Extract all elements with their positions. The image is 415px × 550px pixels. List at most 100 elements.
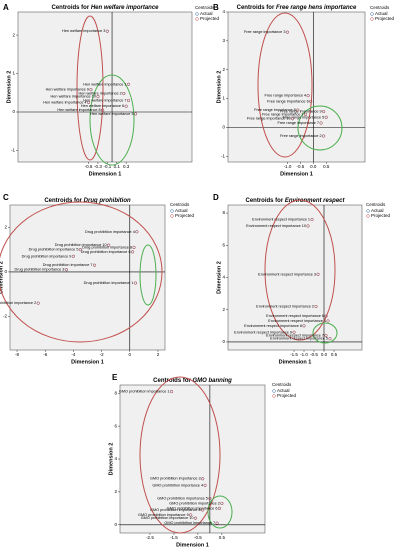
x-tick-label: -0.3 [94,164,102,169]
y-axis-title: Dimension 2 [216,261,222,294]
y-tick-label: 6 [222,242,225,247]
group-ellipse [89,74,135,166]
y-axis-title: Dimension 2 [0,261,4,294]
point-label: Environment respect importance 10 [246,224,306,228]
x-tick-label: -1.0 [284,164,292,169]
point-label: Free range importance 8 [254,108,296,112]
point-label: GMO prohibition importance 8 [150,508,201,512]
y-tick-label: 4 [222,9,225,14]
centroid-point [124,104,128,108]
group-ellipse [297,105,343,151]
point-label: Free range importance 3 [244,30,286,34]
point-label: GMO prohibition importance 10 [141,516,194,520]
centroid-point [326,319,330,323]
group-ellipse [264,199,336,341]
y-tick-label: 4 [222,275,225,280]
point-label: GMO prohibition importance 3 [150,477,201,481]
group-ellipse [0,201,163,343]
centroid-point [292,330,296,334]
centroid-point [101,108,105,112]
point-label: Hen welfare importance 5 [90,112,133,116]
centroid-point [64,268,68,272]
centroid-point [215,521,219,525]
x-tick-label: 0.3 [123,164,130,169]
centroid-point [217,506,222,510]
chart-title: Centroids for Drug prohibition [44,198,131,204]
point-label: Drug prohibition importance 8 [82,245,132,249]
y-tick-label: 0 [114,522,117,527]
y-tick-label: 2 [222,307,225,312]
centroid-point [309,99,313,103]
x-axis-title: Dimension 1 [71,359,104,365]
point-label: Hen welfare importance 3 [62,29,105,33]
centroid-point [135,230,139,234]
panel-letter: C [3,193,9,202]
legend-marker [195,12,199,16]
title-italic: Drug prohibition [84,198,131,204]
x-tick-label: 2 [157,352,160,357]
centroid-point [169,390,174,394]
plot-area [17,11,193,163]
legend-marker [366,214,370,218]
legend-marker [370,17,374,21]
title-italic: Environment respect [285,198,346,204]
point-label: Hen welfare importance 8 [57,108,100,112]
point-label: Free range importance 9 [280,110,322,114]
title-text: Centroids for [51,5,89,11]
point-label: Drug prohibition importance 6 [81,250,131,254]
point-label: Environment respect importance 4 [268,319,326,323]
point-label: Drug prohibition importance 2 [0,301,36,305]
centroid-point [71,254,75,258]
legend-label: Projected [371,213,391,218]
centroid-point [322,134,326,138]
title-italic: GMO banning [193,378,233,384]
x-tick-label: -1.5 [290,352,298,357]
point-label: Drug prohibition importance 5 [29,248,79,252]
plot-area [9,204,166,351]
point-label: Hen welfare importance 4 [43,100,86,104]
centroid-point [122,91,126,96]
point-label: Environment respect importance 8 [244,324,302,328]
legend-title: Centroids [195,5,215,10]
point-label: Drug prohibition importance 4 [85,230,135,234]
y-tick-label: -2 [3,314,7,319]
legend-label: Projected [375,16,395,21]
x-axis-title: Dimension 1 [176,542,209,548]
centroid-point [133,281,137,285]
centroid-point [201,477,205,481]
point-label: Hen welfare importance 10 [51,95,96,99]
centroid-point [302,324,306,328]
centroid-point [285,30,290,34]
chart-title: Centroids for Free range hens importance [237,5,357,11]
group-ellipse [76,15,104,161]
point-label: Hen welfare importance 6 [81,104,124,108]
point-label: Drug prohibition importance 9 [22,254,72,258]
y-tick-label: 2 [222,67,225,72]
x-tick-label: -2 [100,352,104,357]
x-axis-title: Dimension 1 [280,171,313,177]
centroid-point [86,100,91,104]
group-ellipse [139,244,157,306]
y-tick-label: 8 [114,390,117,395]
legend-marker [272,389,276,393]
legend-title: Centroids [370,5,390,10]
legend-marker [272,394,276,398]
x-tick-label: 0.5 [323,164,330,169]
title-italic: Free range hens importance [276,5,357,11]
point-label: GMO prohibition importance 5 [157,496,208,500]
point-label: Free range importance 10 [247,117,291,121]
point-label: Drug prohibition importance 1 [84,281,134,285]
x-tick-label: 0.5 [331,352,338,357]
centroid-point [134,112,138,116]
title-text: Centroids for [44,198,82,204]
x-tick-label: -4 [71,352,75,357]
group-ellipse [257,12,313,158]
title-italic: Hen welfare importance [91,5,159,11]
point-label: Drug prohibition importance 3 [15,268,65,272]
point-label: Free range importance 1 [262,112,304,116]
x-tick-label: -0.1 [103,164,111,169]
x-tick-label: 0.1 [114,164,121,169]
legend-marker [170,214,174,218]
panel-letter: A [3,3,9,12]
point-label: Free range importance 5 [283,115,325,119]
